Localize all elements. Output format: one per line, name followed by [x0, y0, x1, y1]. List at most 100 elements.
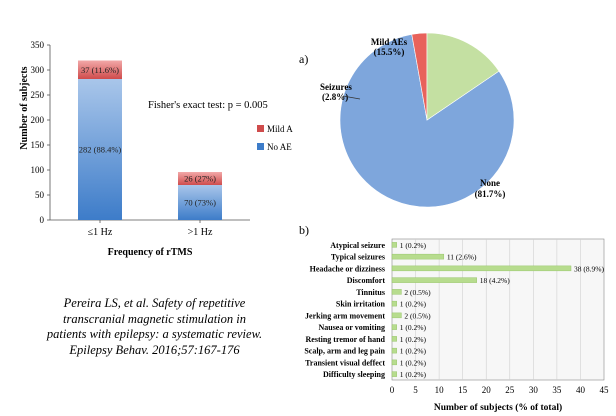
x-tick-label: 25 [505, 385, 515, 395]
category-label: Atypical seizure [330, 241, 385, 250]
citation-line: Pereira LS, et al. Safety of repetitive [63, 296, 246, 310]
hbar-data-label: 1 (0.2%) [400, 347, 427, 356]
hbar [391, 300, 397, 307]
category-label: Discomfort [347, 276, 386, 285]
hbar [391, 265, 572, 272]
category-label: Scalp, arm and leg pain [304, 347, 385, 356]
bar-data-label: 282 (88.4%) [79, 145, 122, 155]
citation: Pereira LS, et al. Safety of repetitive … [12, 296, 297, 358]
citation-line: transcranial magnetic stimulation in [63, 311, 246, 326]
category-label: Headache or dizziness [310, 264, 385, 273]
pie-slice-none [339, 33, 515, 208]
pie-label-seizures-pct: (2.8%) [322, 92, 348, 102]
x-axis-label: Number of subjects (% of total) [434, 402, 562, 413]
panel-label-a: a) [299, 52, 308, 66]
hbar-data-label: 1 (0.2%) [400, 323, 427, 332]
category-label: Difficulty sleeping [323, 370, 385, 379]
x-tick-label: 10 [435, 385, 445, 395]
pie-label-none-pct: (81.7%) [475, 189, 506, 199]
x-tick-label: 40 [576, 385, 586, 395]
category-label: Tinnitus [356, 288, 385, 297]
pie-chart: a) Mild AEs (15.5%) Seizures (2.8%) None… [299, 32, 515, 208]
x-tick-label: 20 [482, 385, 492, 395]
y-axis-label: Number of subjects [19, 66, 30, 149]
bars: 282 (88.4%) 37 (11.6%) 70 (73%) 26 (27%) [78, 60, 222, 220]
stacked-bar-chart: 0 50 100 150 200 250 300 350 Number of subjects… [19, 40, 293, 258]
x-axis-label: Frequency of rTMS [108, 247, 193, 258]
x-tick-label: >1 Hz [188, 227, 213, 238]
x-tick-label: 30 [529, 385, 539, 395]
bar-data-label: 37 (11.6%) [81, 65, 119, 75]
x-ticks: 0 5 10 15 20 25 30 35 40 45 [390, 385, 609, 395]
category-label: Transient visual deffect [305, 358, 385, 367]
hbar-data-label: 11 (2.6%) [447, 253, 477, 262]
y-tick-label: 0 [40, 215, 45, 225]
hbar [391, 324, 397, 330]
x-ticks: ≤1 Hz >1 Hz [88, 220, 213, 238]
bar-data-label: 70 (73%) [184, 198, 216, 208]
y-tick-label: 50 [35, 190, 45, 200]
citation-line: patients with epilepsy: a systematic rev… [46, 327, 263, 341]
hbar-data-label: 38 (8.9%) [574, 264, 604, 273]
fisher-annotation: Fisher's exact test: p = 0.005 [148, 100, 268, 111]
legend-label-mild: Mild A [267, 124, 293, 134]
category-label: Nausea or vomiting [318, 323, 385, 332]
bar-no-ae [78, 79, 122, 220]
hbar [391, 312, 402, 319]
hbar [391, 371, 397, 377]
legend-swatch-noae [257, 143, 264, 150]
hbar [391, 336, 397, 342]
hbar-data-label: 18 (4.2%) [480, 276, 510, 285]
category-label: Jerking arm movement [305, 311, 385, 320]
hbar [391, 289, 402, 295]
y-tick-label: 150 [31, 140, 45, 150]
hbar-data-label: 2 (0.5%) [404, 311, 431, 320]
bar-no-ae [178, 185, 222, 220]
category-label: Typical seizures [331, 253, 385, 262]
x-tick-label: 5 [413, 385, 418, 395]
y-tick-label: 100 [31, 165, 45, 175]
category-label: Resting tremor of hand [306, 335, 386, 344]
panel-label-b: b) [299, 223, 309, 237]
gridlines [415, 239, 581, 380]
hbar-data-label: 1 (0.2%) [400, 370, 427, 379]
hbar [391, 253, 445, 260]
category-labels: Atypical seizure Typical seizures Headache… [304, 241, 385, 379]
x-tick-label: 45 [600, 385, 610, 395]
legend-swatch-mild [257, 125, 264, 132]
x-tick-label: 15 [458, 385, 468, 395]
hbar [391, 359, 397, 366]
hbar-data-label: 1 (0.2%) [400, 241, 427, 250]
hbar-data-label: 1 (0.2%) [400, 358, 427, 367]
bar-mild-ae [78, 60, 122, 79]
y-tick-label: 350 [31, 40, 45, 50]
x-tick-label: 0 [390, 385, 395, 395]
y-tick-label: 200 [31, 115, 45, 125]
bar-data-label: 26 (27%) [184, 174, 216, 184]
pie-label-none-name: None [480, 178, 500, 188]
pie-slices [339, 32, 515, 208]
legend: Mild A No AE [257, 124, 293, 152]
hbar [391, 347, 397, 354]
pie-label-seizures-name: Seizures [320, 82, 352, 92]
hbar-data-label: 1 (0.2%) [400, 335, 427, 344]
pie-leader-line [342, 95, 361, 100]
bars: 1 (0.2%) 11 (2.6%) 38 (8.9%) 18 (4.2%) 2 (0.… [391, 241, 605, 379]
horizontal-bar-chart: b) 1 (0.2%) 11 (2.6%) 38 (8.9%) 18 (4.2%) 2 … [299, 223, 609, 413]
hbar-data-label: 1 (0.2%) [400, 300, 427, 309]
pie-label-mild-pct: (15.5%) [374, 47, 405, 57]
citation-line: Epilepsy Behav. 2016;57:167-176 [69, 342, 240, 357]
bar-mild-ae [178, 172, 222, 185]
x-tick-label: ≤1 Hz [88, 227, 113, 238]
pie-slice-mild [426, 32, 500, 121]
hbar [391, 242, 397, 248]
hbar [391, 277, 478, 283]
category-label: Skin irritation [336, 300, 386, 309]
pie-label-mild-name: Mild AEs [371, 37, 408, 47]
y-tick-label: 300 [31, 65, 45, 75]
hbar-data-label: 2 (0.5%) [404, 288, 431, 297]
y-tick-label: 250 [31, 90, 45, 100]
legend-label-noae: No AE [267, 142, 292, 152]
plot-area [391, 238, 605, 381]
